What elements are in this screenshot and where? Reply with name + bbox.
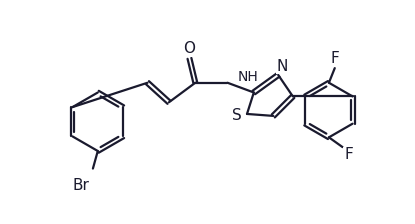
Text: NH: NH [237, 70, 258, 84]
Text: F: F [330, 51, 339, 66]
Text: F: F [344, 147, 353, 162]
Text: Br: Br [73, 178, 90, 193]
Text: N: N [276, 59, 288, 74]
Text: S: S [232, 108, 242, 123]
Text: O: O [183, 41, 195, 56]
